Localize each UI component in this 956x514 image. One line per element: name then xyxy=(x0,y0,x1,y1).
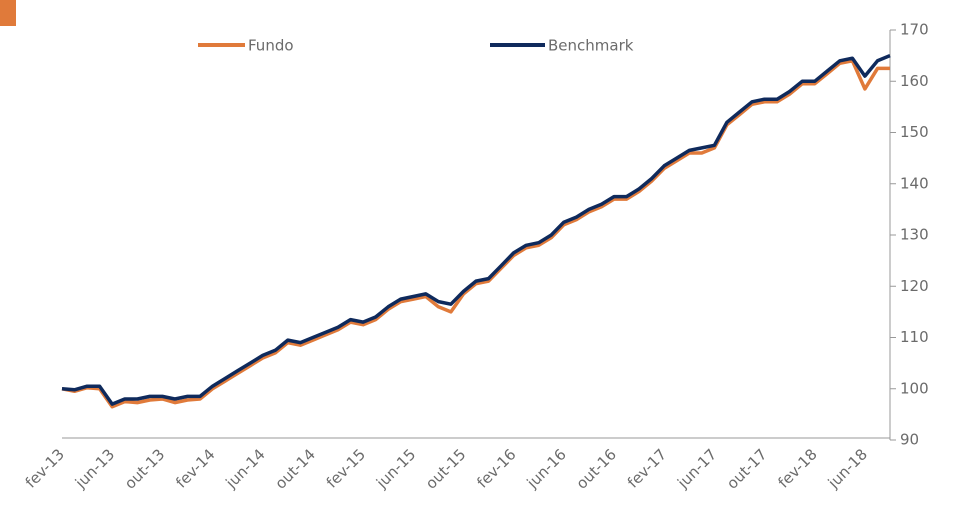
x-tick-label: jun-15 xyxy=(372,445,419,492)
x-tick-label: jun-18 xyxy=(824,445,871,492)
x-tick-label: jun-14 xyxy=(222,445,269,492)
legend-label: Fundo xyxy=(248,37,294,55)
corner-badge xyxy=(0,0,16,26)
legend-label: Benchmark xyxy=(548,37,634,55)
y-tick-label: 170 xyxy=(900,21,929,39)
y-tick-label: 130 xyxy=(900,226,929,244)
x-tick-label: fev-15 xyxy=(323,445,369,491)
y-tick-label: 100 xyxy=(900,379,929,397)
x-tick-label: fev-18 xyxy=(774,445,820,491)
x-tick-label: fev-17 xyxy=(624,445,670,491)
x-tick-label: fev-13 xyxy=(22,445,68,491)
series-line xyxy=(61,59,890,409)
y-tick-label: 160 xyxy=(900,72,929,90)
x-tick-label: out-16 xyxy=(573,445,620,492)
x-tick-label: out-17 xyxy=(723,445,770,492)
x-tick-label: fev-14 xyxy=(172,445,218,491)
series-line xyxy=(61,53,891,406)
y-tick-label: 120 xyxy=(900,277,929,295)
x-tick-label: out-13 xyxy=(121,445,168,492)
x-tick-label: jun-13 xyxy=(71,445,118,492)
x-tick-label: jun-16 xyxy=(523,445,570,492)
x-tick-label: jun-17 xyxy=(673,445,720,492)
y-tick-label: 140 xyxy=(900,174,929,192)
y-tick-label: 150 xyxy=(900,123,929,141)
y-tick-label: 110 xyxy=(900,328,929,346)
x-tick-label: out-14 xyxy=(271,445,318,492)
x-tick-label: fev-16 xyxy=(473,445,519,491)
y-tick-label: 90 xyxy=(900,431,919,449)
x-tick-label: out-15 xyxy=(422,445,469,492)
